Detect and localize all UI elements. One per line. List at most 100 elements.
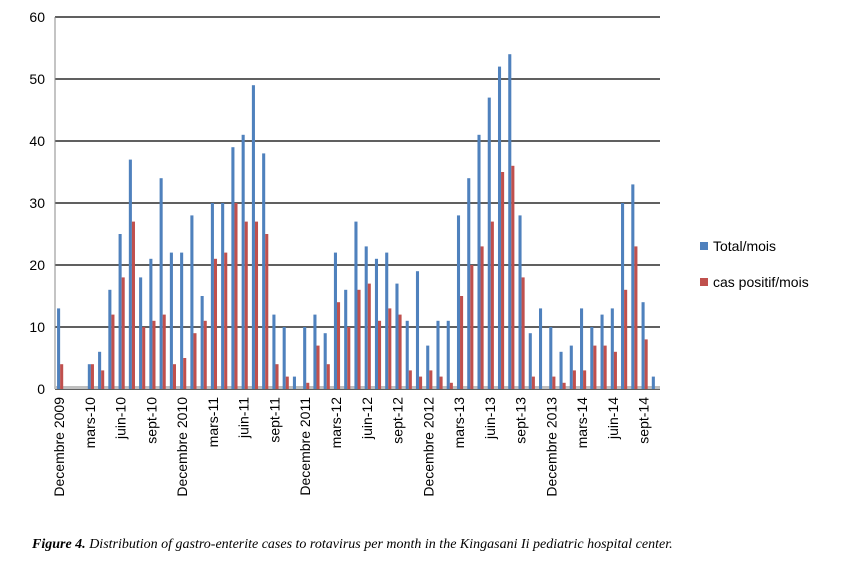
bar	[316, 345, 320, 389]
bar	[149, 258, 153, 389]
bar	[333, 252, 337, 389]
x-tick-label: mars-11	[205, 397, 221, 448]
bar	[121, 277, 125, 389]
bar	[562, 382, 566, 389]
bar	[490, 221, 494, 389]
bar	[313, 314, 317, 389]
bar	[470, 265, 474, 389]
bar	[292, 376, 296, 389]
bar	[262, 153, 266, 389]
bar	[244, 221, 248, 389]
bar	[580, 308, 584, 389]
bar	[405, 320, 409, 389]
x-tick-label: sept-13	[513, 397, 529, 444]
bar	[203, 320, 207, 389]
bar	[354, 221, 358, 389]
bar	[200, 296, 204, 389]
bar	[213, 258, 218, 389]
bar	[456, 215, 461, 389]
legend-swatch	[700, 242, 708, 250]
caption: Figure 4. Distribution of gastro-enterit…	[31, 537, 673, 552]
bar	[142, 327, 146, 389]
x-tick-label: juin-10	[113, 397, 129, 440]
bar	[234, 203, 238, 389]
bar	[254, 221, 259, 389]
bar	[275, 364, 279, 389]
bar	[357, 289, 361, 389]
bar	[190, 215, 194, 389]
bar	[634, 246, 638, 389]
bar	[446, 320, 450, 389]
bar	[572, 370, 576, 389]
bar	[426, 345, 430, 389]
x-tick-label: Decembre 2010	[174, 397, 190, 497]
bar	[231, 147, 235, 389]
bar	[131, 221, 135, 389]
bar	[152, 320, 156, 389]
bar	[210, 203, 214, 389]
bar	[613, 351, 617, 389]
bar	[101, 370, 105, 389]
bar	[521, 277, 525, 389]
bar	[641, 302, 645, 389]
x-tick-label: Decembre 2012	[420, 397, 436, 497]
bar	[90, 364, 94, 389]
bar	[388, 308, 392, 389]
x-tick-label: juin-14	[605, 397, 621, 440]
bar	[60, 364, 64, 389]
bar	[487, 97, 491, 389]
y-tick-label: 30	[29, 195, 45, 211]
y-tick-label: 40	[29, 133, 45, 149]
bar	[336, 302, 341, 389]
bar	[128, 159, 132, 389]
bar	[552, 376, 556, 389]
bar	[169, 252, 173, 389]
bar	[172, 364, 176, 389]
bar	[282, 327, 286, 389]
y-tick-label: 10	[29, 319, 45, 335]
bar	[98, 351, 102, 389]
x-tick-label: juin-12	[359, 397, 375, 440]
bar	[501, 172, 505, 389]
bar	[344, 289, 348, 389]
bar	[395, 283, 399, 389]
x-tick-label: sept-10	[143, 397, 159, 444]
bar	[272, 314, 276, 389]
bar	[436, 320, 440, 389]
bar	[111, 314, 115, 389]
caption-label: Figure 4.	[31, 537, 86, 552]
bar	[508, 54, 512, 389]
bar	[460, 296, 464, 389]
bar	[303, 327, 307, 389]
bar	[644, 339, 648, 389]
bar	[415, 271, 420, 389]
bar	[477, 134, 481, 389]
bar	[364, 246, 368, 389]
x-tick-label: mars-13	[451, 397, 467, 449]
bar	[621, 203, 625, 389]
bar	[398, 314, 402, 389]
bar	[539, 308, 543, 389]
bar	[480, 246, 484, 389]
caption-text: Distribution of gastro-enterite cases to…	[88, 537, 672, 552]
y-tick-label: 20	[29, 257, 45, 273]
bar	[241, 134, 245, 389]
x-tick-label: sept-12	[390, 397, 406, 444]
bar	[531, 376, 535, 389]
bar	[651, 376, 655, 389]
bar	[180, 252, 184, 389]
bar	[385, 252, 389, 389]
x-tick-label: sept-11	[266, 397, 282, 443]
bar	[439, 376, 443, 389]
bar	[569, 345, 573, 389]
bar	[631, 184, 635, 389]
bar	[374, 258, 379, 389]
x-tick-label: Decembre 2009	[51, 397, 67, 497]
bar	[549, 327, 553, 389]
legend-label: cas positif/mois	[713, 274, 809, 290]
bar	[600, 314, 604, 389]
bar	[87, 364, 91, 389]
x-tick-label: Decembre 2013	[543, 397, 559, 497]
bar	[323, 333, 327, 389]
bar	[449, 382, 453, 389]
